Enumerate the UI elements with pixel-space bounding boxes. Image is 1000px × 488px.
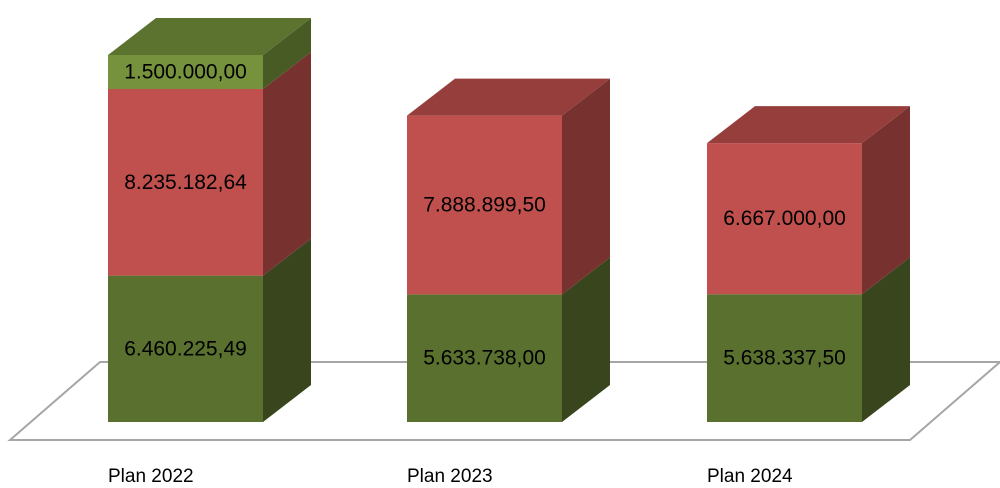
category-label: Plan 2024 [707, 466, 793, 487]
bar-side-face [263, 52, 311, 276]
data-label: 1.500.000,00 [124, 60, 247, 83]
data-label: 6.667.000,00 [723, 207, 846, 230]
bars-group: 6.460.225,49 8.235.182,64 1.500.000,00 5.63… [108, 18, 910, 422]
category-labels-group: Plan 2022 Plan 2023 Plan 2024 [108, 466, 793, 487]
category-label: Plan 2023 [407, 466, 493, 487]
data-label: 5.633.738,00 [423, 347, 546, 370]
data-label: 7.888.899,50 [423, 193, 546, 216]
category-label: Plan 2022 [108, 466, 194, 487]
data-label: 5.638.337,50 [723, 347, 846, 370]
bar-segment: 7.888.899,50 [407, 79, 610, 295]
data-label: 6.460.225,49 [124, 337, 247, 360]
bar-segment: 6.667.000,00 [707, 106, 910, 294]
data-label: 8.235.182,64 [124, 171, 247, 194]
bar-side-face [562, 79, 610, 295]
